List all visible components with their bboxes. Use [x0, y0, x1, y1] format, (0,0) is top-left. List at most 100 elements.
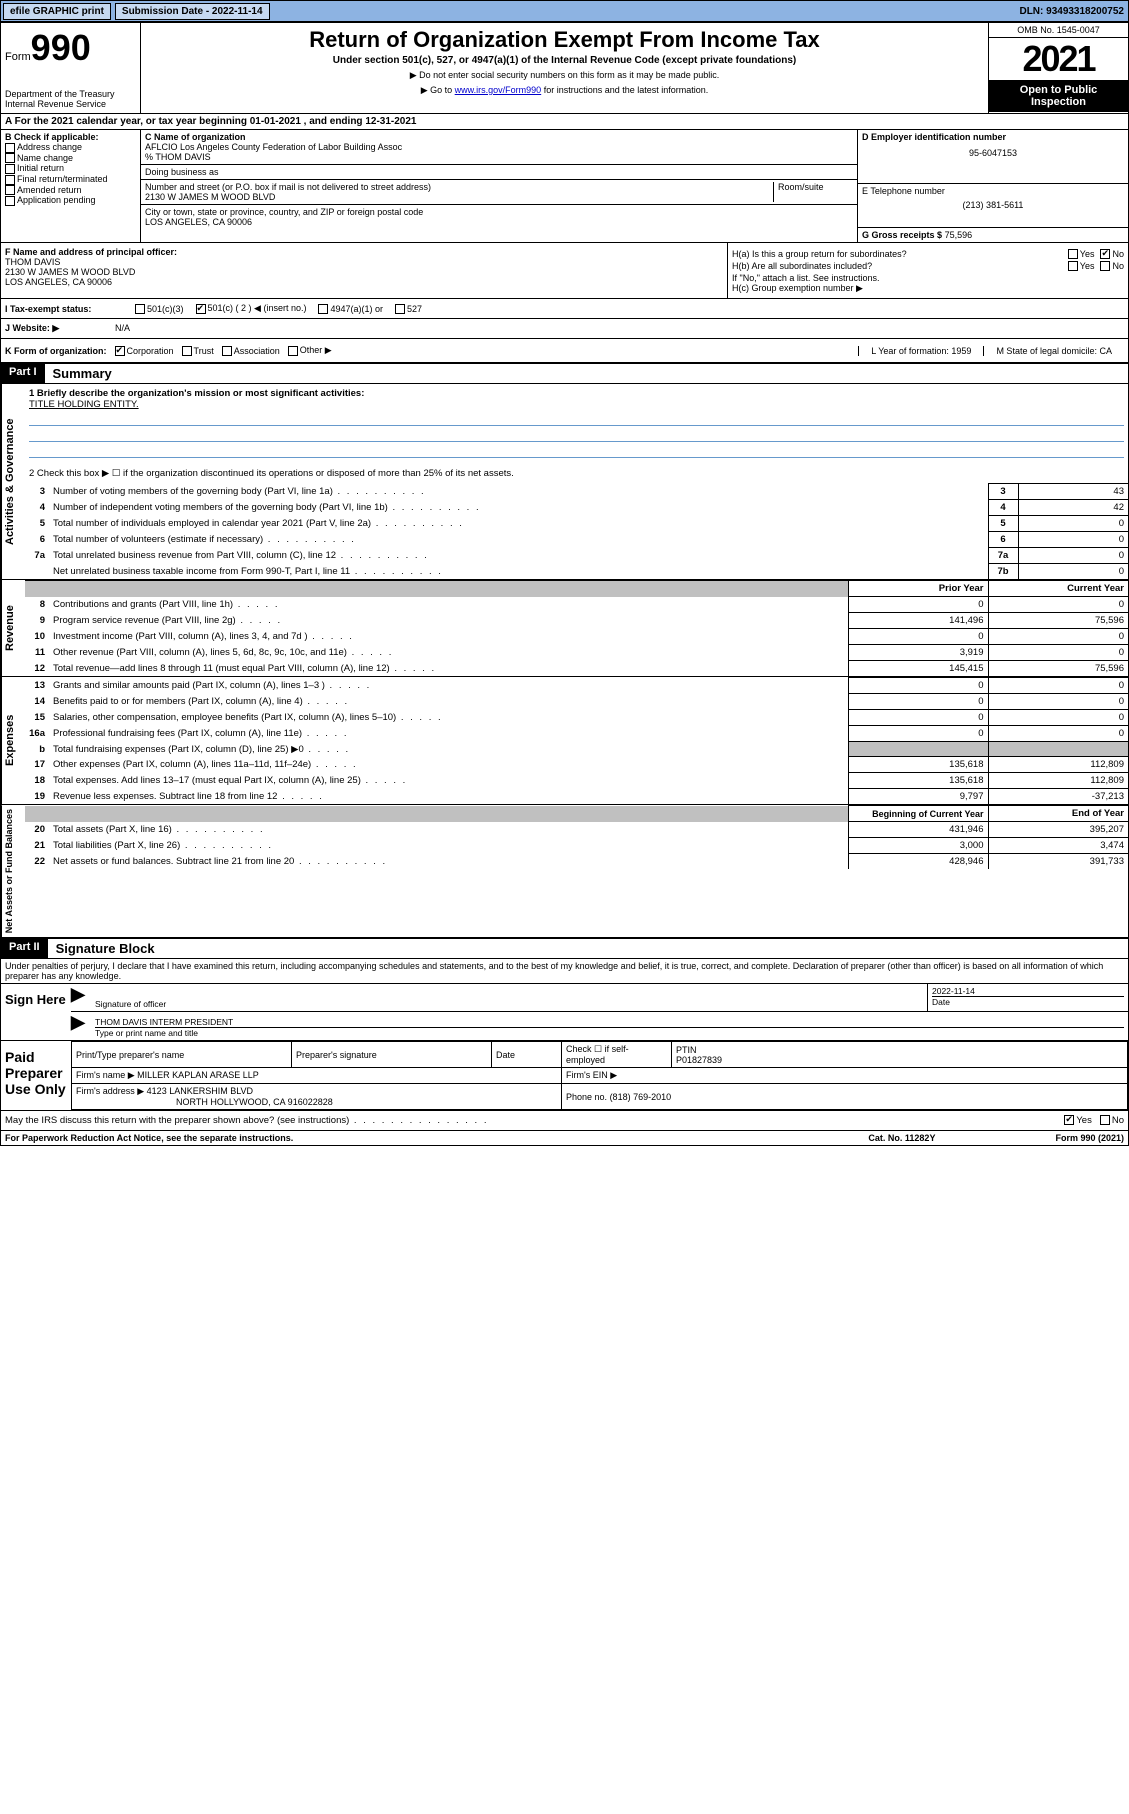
line-num: 20 [25, 822, 49, 838]
line-curr: 0 [988, 694, 1128, 710]
j-val: N/A [115, 323, 130, 334]
line-prior: 135,618 [848, 757, 988, 773]
inspection-label: Open to Public Inspection [989, 80, 1128, 112]
chk-pending[interactable] [5, 196, 15, 206]
blocks-bcd: B Check if applicable: Address change Na… [1, 130, 1128, 243]
line-curr: 112,809 [988, 773, 1128, 789]
q1-lbl: 1 Briefly describe the organization's mi… [29, 388, 1124, 399]
c-addr: 2130 W JAMES M WOOD BLVD [145, 192, 773, 202]
line-curr [988, 742, 1128, 757]
header: Form990 Department of the Treasury Inter… [1, 23, 1128, 114]
c-dba-lbl: Doing business as [145, 167, 219, 177]
k-chk1[interactable] [115, 346, 125, 356]
lbl-name: Name change [17, 153, 73, 163]
k-chk2[interactable] [182, 346, 192, 356]
d-lbl: D Employer identification number [862, 132, 1124, 142]
line-curr: 0 [988, 710, 1128, 726]
line-prior: 135,618 [848, 773, 988, 789]
hb-no-chk[interactable] [1100, 261, 1110, 271]
footer-cat: Cat. No. 11282Y [868, 1133, 935, 1143]
tax-year: 2021 [989, 38, 1128, 80]
line-num: 19 [25, 789, 49, 805]
line-num: 7a [25, 548, 49, 564]
block-c: C Name of organization AFLCIO Los Angele… [141, 130, 858, 242]
line-curr: -37,213 [988, 789, 1128, 805]
line-val: 43 [1018, 484, 1128, 500]
hb-note: If "No," attach a list. See instructions… [732, 273, 1124, 283]
ha-no-chk[interactable] [1100, 249, 1110, 259]
k-chk3[interactable] [222, 346, 232, 356]
c-city-lbl: City or town, state or province, country… [145, 207, 853, 217]
part1-hdr: Part I [1, 364, 45, 383]
may-irs-row: May the IRS discuss this return with the… [1, 1110, 1128, 1130]
line-desc: Number of voting members of the governin… [49, 484, 988, 500]
chk-address[interactable] [5, 143, 15, 153]
arrow-icon: ▶ [71, 984, 91, 1011]
i-chk4[interactable] [395, 304, 405, 314]
i-chk2[interactable] [196, 304, 206, 314]
header-sub2: ▶ Do not enter social security numbers o… [145, 70, 984, 81]
chk-final[interactable] [5, 175, 15, 185]
paid-preparer-row: Paid Preparer Use Only Print/Type prepar… [1, 1040, 1128, 1110]
check-if-lbl: Check ☐ if self-employed [566, 1044, 629, 1065]
line-num: 14 [25, 694, 49, 710]
line-curr: 0 [988, 629, 1128, 645]
line-prior: 0 [848, 629, 988, 645]
arrow-icon: ▶ [71, 1012, 91, 1040]
ptin-lbl: PTIN [676, 1045, 1123, 1055]
c-care-of: % THOM DAVIS [145, 152, 853, 162]
chk-initial[interactable] [5, 164, 15, 174]
netassets-section: Net Assets or Fund Balances Beginning of… [1, 805, 1128, 939]
hb-yes-chk[interactable] [1068, 261, 1078, 271]
i-chk3[interactable] [318, 304, 328, 314]
lbl-initial: Initial return [17, 163, 64, 173]
i-chk1[interactable] [135, 304, 145, 314]
block-de: D Employer identification number 95-6047… [858, 130, 1128, 242]
row-i: I Tax-exempt status: 501(c)(3) 501(c) ( … [1, 299, 1128, 319]
f-addr2: LOS ANGELES, CA 90006 [5, 277, 723, 287]
line-val: 0 [1018, 532, 1128, 548]
line-num: b [25, 742, 49, 757]
line-num: 18 [25, 773, 49, 789]
dln-label: DLN: 93493318200752 [1015, 6, 1128, 17]
line-num: 9 [25, 613, 49, 629]
chk-amended[interactable] [5, 185, 15, 195]
line-prior: 0 [848, 597, 988, 613]
col-beg: Beginning of Current Year [848, 806, 988, 822]
subdate-btn[interactable]: Submission Date - 2022-11-14 [115, 3, 270, 20]
ha-lbl: H(a) Is this a group return for subordin… [732, 249, 1068, 259]
line-prior: 431,946 [848, 822, 988, 838]
line-box: 7b [988, 564, 1018, 580]
efile-btn[interactable]: efile GRAPHIC print [3, 3, 111, 20]
ha-yes-chk[interactable] [1068, 249, 1078, 259]
may-yes-chk[interactable] [1064, 1115, 1074, 1125]
line-desc: Total assets (Part X, line 16) [49, 822, 848, 838]
f-addr1: 2130 W JAMES M WOOD BLVD [5, 267, 723, 277]
lbl-amended: Amended return [17, 185, 82, 195]
prep-name-lbl: Print/Type preparer's name [76, 1050, 184, 1060]
q2-lbl: 2 Check this box ▶ ☐ if the organization… [25, 464, 1128, 483]
irs-link[interactable]: www.irs.gov/Form990 [455, 85, 542, 95]
k-chk4[interactable] [288, 346, 298, 356]
line-desc: Revenue less expenses. Subtract line 18 … [49, 789, 848, 805]
lbl-address: Address change [17, 142, 82, 152]
side-gov: Activities & Governance [1, 384, 25, 579]
line-desc: Total number of individuals employed in … [49, 516, 988, 532]
hb-yes: Yes [1080, 261, 1095, 271]
line-num: 4 [25, 500, 49, 516]
c-city: LOS ANGELES, CA 90006 [145, 217, 853, 227]
may-no-chk[interactable] [1100, 1115, 1110, 1125]
line-prior: 428,946 [848, 854, 988, 870]
line-num: 13 [25, 678, 49, 694]
line-prior: 0 [848, 678, 988, 694]
sign-here-row: Sign Here ▶ Signature of officer 2022-11… [1, 983, 1128, 1040]
line-num: 17 [25, 757, 49, 773]
c-name-lbl: C Name of organization [145, 132, 853, 142]
chk-name[interactable] [5, 153, 15, 163]
ptin-val: P01827839 [676, 1055, 1123, 1065]
footer-paperwork: For Paperwork Reduction Act Notice, see … [5, 1133, 293, 1143]
line-desc: Total revenue—add lines 8 through 11 (mu… [49, 661, 848, 677]
line-desc: Salaries, other compensation, employee b… [49, 710, 848, 726]
sig-date-lbl: Date [932, 996, 1124, 1007]
k-o4: Other ▶ [300, 345, 332, 356]
